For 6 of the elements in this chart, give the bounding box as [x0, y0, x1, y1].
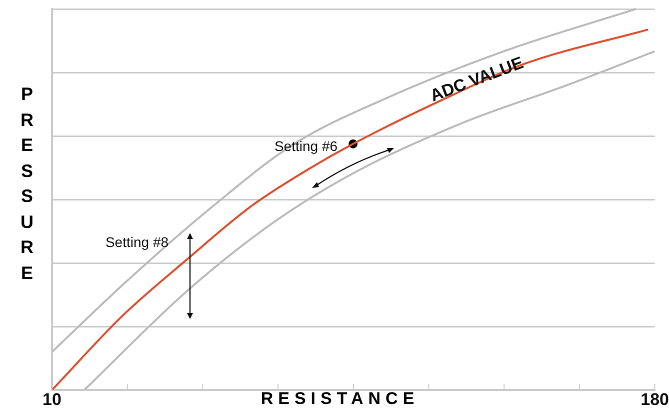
y-axis-title: PRESSURE [20, 83, 34, 284]
annotation: Setting #8 [105, 234, 169, 250]
annotation: Setting #6 [274, 138, 338, 154]
x-axis-title: RESISTANCE [260, 389, 420, 409]
x-tick-label: 10 [42, 390, 62, 409]
x-tick-label: 180 [640, 390, 669, 409]
